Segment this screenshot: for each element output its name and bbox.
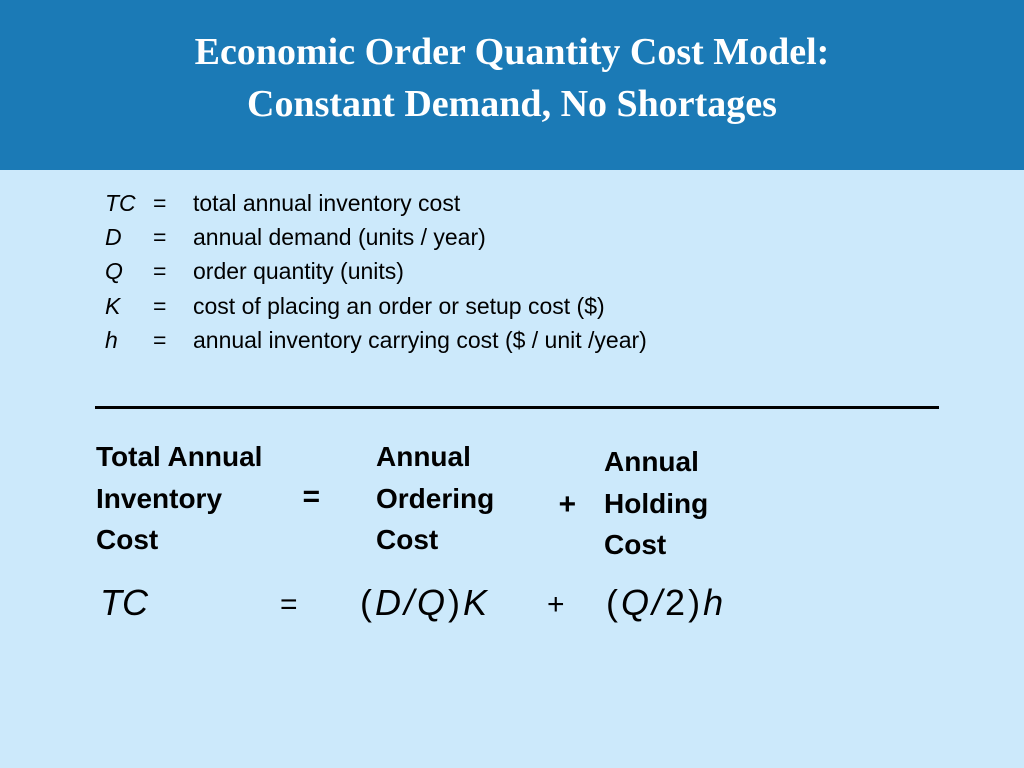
- definition-sign: =: [153, 258, 167, 285]
- word-term-line: Cost: [604, 529, 667, 560]
- title-line: Constant Demand, No Shortages: [247, 83, 777, 125]
- word-term-line: Total Annual: [96, 441, 263, 472]
- definition-symbol: D: [105, 224, 122, 251]
- formula-token: h: [703, 582, 724, 623]
- formula-token: (: [360, 582, 372, 623]
- definition-symbol: h: [105, 326, 118, 353]
- formula-term: (D/Q)K: [360, 582, 490, 624]
- definition-text: cost of placing an order or setup cost (…: [193, 292, 605, 319]
- definition-sign: =: [153, 190, 167, 216]
- word-term-line: Annual: [376, 441, 471, 472]
- definition-sign: =: [153, 224, 167, 251]
- formula-term: TC: [100, 582, 151, 624]
- definition-symbol: K: [105, 292, 121, 319]
- word-term-line: Holding: [604, 487, 709, 519]
- formula-operator: +: [547, 588, 565, 621]
- formula-token: /: [652, 582, 663, 623]
- formula-term: (Q/2)h: [606, 582, 726, 624]
- word-term-line: Cost: [376, 524, 439, 555]
- definition-symbol: Q: [105, 258, 123, 285]
- formula-token: TC: [100, 582, 148, 623]
- word-term-line: Annual: [604, 446, 699, 477]
- formula-token: Q: [621, 582, 650, 623]
- formula-token: K: [463, 582, 488, 623]
- header-band: Economic Order Quantity Cost Model: Cons…: [0, 0, 1024, 170]
- word-term-line: Cost: [96, 524, 159, 555]
- word-term-line: Ordering: [376, 482, 495, 514]
- definition-text: order quantity (units): [193, 258, 404, 285]
- title-line: Economic Order Quantity Cost Model:: [194, 31, 830, 73]
- word-term-line: Inventory: [96, 482, 223, 514]
- formula-token: ): [448, 582, 461, 623]
- divider: [95, 406, 939, 409]
- definition-text: annual demand (units / year): [193, 224, 486, 251]
- definition-text: total annual inventory cost: [193, 190, 461, 216]
- definition-text: annual inventory carrying cost ($ / unit…: [193, 326, 647, 353]
- formula-token: ): [688, 582, 701, 623]
- word-operator: =: [302, 480, 320, 513]
- definition-symbol: TC: [105, 190, 136, 216]
- formula-token: D: [375, 582, 401, 623]
- definition-sign: =: [153, 292, 167, 319]
- word-operator: +: [558, 488, 576, 521]
- definition-sign: =: [153, 326, 167, 353]
- formula-token: 2: [665, 582, 686, 623]
- formula-token: Q: [417, 582, 446, 623]
- formula-token: (: [606, 582, 618, 623]
- formula-operator: =: [280, 588, 298, 621]
- formula-token: /: [404, 582, 415, 623]
